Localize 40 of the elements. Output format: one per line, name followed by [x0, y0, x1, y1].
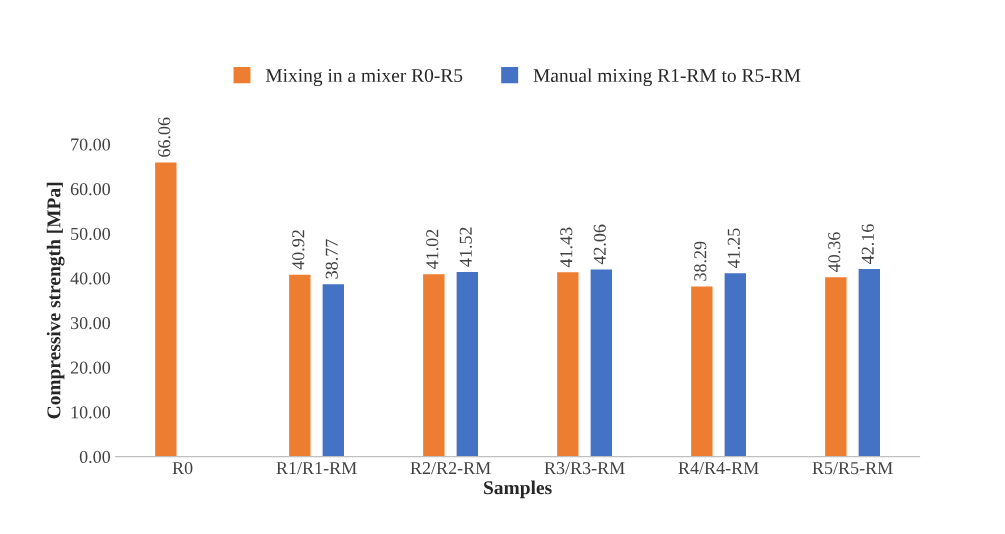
x-tick-label: R0	[172, 461, 193, 475]
y-tick-label: 20.00	[70, 361, 111, 374]
y-tick-label: 10.00	[71, 406, 111, 419]
bar	[857, 267, 882, 457]
bar	[589, 268, 614, 457]
bar	[421, 272, 446, 457]
y-tick-label: 60.00	[70, 183, 111, 196]
data-label: 41.43	[560, 227, 573, 268]
y-axis-title: Compressive strength [MPa]	[46, 182, 65, 419]
y-tick-label: 40.00	[70, 272, 111, 285]
bar	[689, 284, 714, 457]
bar	[321, 282, 346, 457]
data-label: 42.06	[593, 224, 606, 265]
y-tick-label: 70.00	[71, 138, 111, 151]
y-tick-label: 0.00	[79, 450, 111, 464]
legend-label: Manual mixing R1-RM to R5-RM	[533, 68, 801, 87]
data-label: 41.02	[426, 229, 439, 269]
bar	[723, 271, 748, 457]
x-tick-label: R5/R5-RM	[812, 462, 893, 475]
bar	[555, 270, 580, 457]
data-label: 42.16	[861, 224, 874, 264]
bar	[287, 273, 312, 457]
x-tick-label: R2/R2-RM	[410, 462, 491, 475]
data-label: 40.92	[292, 230, 305, 270]
y-tick-label: 30.00	[70, 316, 111, 330]
x-tick-label: R3/R3-RM	[544, 462, 625, 475]
bar	[455, 270, 480, 457]
data-label: 66.06	[158, 117, 171, 157]
data-label: 41.52	[459, 227, 472, 267]
bar	[823, 275, 848, 457]
data-label: 41.25	[727, 228, 740, 268]
bar	[153, 161, 178, 457]
x-tick-label: R1/R1-RM	[276, 462, 357, 475]
legend-label: Mixing in a mixer R0-R5	[265, 68, 463, 87]
data-label: 38.29	[694, 241, 707, 281]
x-tick-label: R4/R4-RM	[678, 462, 759, 475]
x-axis-title: Samples	[484, 480, 552, 499]
data-label: 40.36	[828, 232, 841, 272]
data-label: 38.77	[325, 239, 338, 279]
y-tick-label: 50.00	[71, 227, 111, 240]
